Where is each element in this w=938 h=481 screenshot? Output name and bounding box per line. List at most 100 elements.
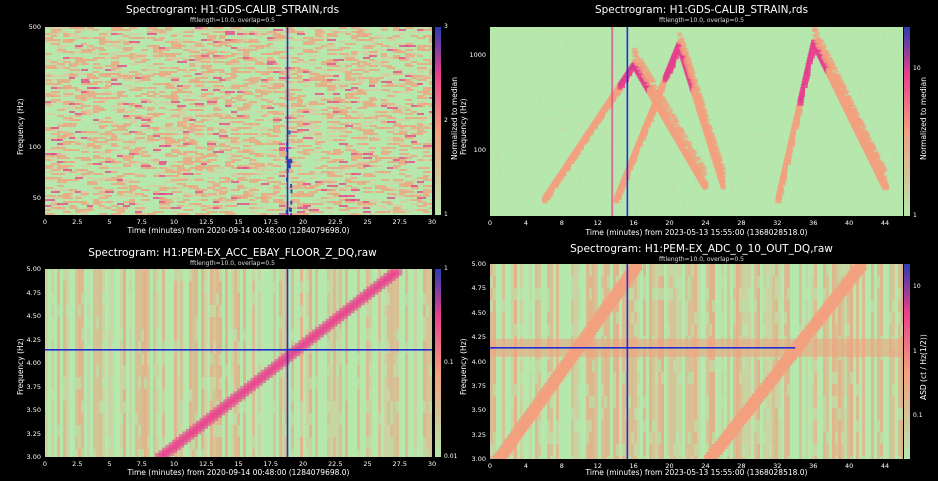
x-tick-label: 0 [487,462,493,470]
colorbar-tick-label: 10 [913,64,921,72]
colorbar-tick-label: 1 [444,211,448,218]
x-tick-label: 44 [880,219,890,227]
y-tick-label: 4.50 [471,308,486,317]
colorbar-gradient [904,264,910,459]
x-tick-label: 2.5 [72,460,83,468]
y-tick-label: 100 [473,145,486,154]
colorbar-label: Normalized to median [450,77,459,160]
spectrogram-plot[interactable] [490,27,903,216]
y-tick-label: 3.50 [471,406,486,415]
x-tick-label: 10 [169,460,179,468]
colorbar-tick-label: 1 [444,265,448,272]
x-tick-label: 17.5 [263,218,278,226]
colorbar-tick-label: 1 [913,212,917,219]
x-tick-label: 0 [42,218,48,226]
x-tick-label: 8 [559,219,564,227]
y-tick-label: 3.00 [471,455,486,463]
colorbar-tick-label: 10 [913,283,921,291]
colorbar [904,27,910,216]
x-tick-label: 20 [665,219,674,227]
x-tick-label: 7.5 [136,218,147,226]
x-tick-label: 12.5 [199,460,214,468]
x-tick-label: 22.5 [328,460,343,468]
x-tick-label: 36 [809,462,818,470]
x-tick-label: 4 [523,462,528,470]
spectrogram-texture [45,27,432,215]
x-tick-label: 27.5 [392,218,407,226]
spectrogram-plot[interactable] [45,269,432,457]
x-tick-label: 15 [234,218,243,226]
colorbar-tick-label: 0.1 [444,359,454,366]
chart-subtitle: fftlength=10.0, overlap=0.5 [659,17,744,24]
x-tick-label: 20 [665,462,674,470]
colorbar-label: Normalized to median [919,77,928,160]
x-tick-label: 12 [593,219,602,227]
x-tick-label: 8 [559,462,564,470]
y-tick-label: 3.75 [471,381,486,390]
x-tick-label: 25 [363,218,372,226]
x-tick-label: 28 [737,219,746,227]
y-tick-label: 500 [28,23,41,31]
colorbar-gradient [904,27,910,216]
x-tick-label: 27.5 [392,460,407,468]
x-tick-label: 10 [169,218,179,226]
x-tick-label: 30 [427,218,437,226]
spectrogram-panel-top-left: Spectrogram: H1:GDS-CALIB_STRAIN,rds fft… [0,0,465,240]
spectrogram-texture [45,269,432,457]
x-tick-label: 0 [42,460,48,468]
x-tick-label: 16 [629,462,638,470]
colorbar-tick-label: 3 [444,23,448,30]
y-tick-label: 4.00 [26,359,41,367]
x-axis-label: Time (minutes) from 2023-05-13 15:55:00 … [585,468,808,477]
chart-title: Spectrogram: H1:PEM-EX_ADC_0_10_OUT_DQ,r… [570,243,833,255]
chart-title: Spectrogram: H1:GDS-CALIB_STRAIN,rds [594,4,809,16]
colorbar [435,269,441,457]
y-tick-label: 3.25 [26,429,41,438]
y-tick-label: 50 [32,194,41,203]
x-tick-label: 32 [773,219,782,227]
x-tick-label: 4 [523,219,528,227]
colorbar-tick-label: 2 [444,117,448,124]
x-tick-label: 17.5 [263,460,278,468]
x-tick-label: 40 [844,462,854,470]
chart-subtitle: fftlength=10.0, overlap=0.5 [190,260,275,267]
spectrogram-texture [490,27,903,216]
spectrogram-svg [45,27,432,215]
chart-subtitle: fftlength=10.0, overlap=0.5 [190,17,275,24]
x-tick-label: 5 [107,460,112,468]
chart-subtitle: fftlength=10.0, overlap=0.5 [659,256,744,263]
chart-title: Spectrogram: H1:GDS-CALIB_STRAIN,rds [125,4,340,16]
x-tick-label: 15 [234,460,243,468]
y-tick-label: 3.50 [26,406,41,414]
y-tick-label: 5.00 [26,265,41,273]
colorbar-gradient [435,269,441,457]
colorbar-tick-label: 0.1 [913,412,923,420]
colorbar-tick-label: 1 [913,347,917,355]
x-tick-label: 25 [363,460,372,468]
y-tick-label: 3.25 [471,430,486,439]
x-tick-label: 7.5 [136,460,147,468]
y-tick-label: 1000 [469,51,486,60]
colorbar-tick-label: 0.01 [444,453,458,460]
y-tick-label: 4.00 [471,357,486,366]
x-tick-label: 20 [298,218,308,226]
x-tick-label: 44 [880,462,890,470]
y-tick-label: 4.50 [26,312,41,320]
x-tick-label: 30 [427,460,437,468]
x-tick-label: 24 [701,219,710,227]
x-axis-label: Time (minutes) from 2020-09-14 00:48:00 … [127,468,350,477]
spectrogram-plot[interactable] [45,27,432,215]
x-axis-label: Time (minutes) from 2023-05-13 15:55:00 … [585,228,808,237]
chart-title: Spectrogram: H1:PEM-EX_ACC_EBAY_FLOOR_Z_… [88,247,377,259]
spectrogram-texture [490,264,903,459]
x-tick-label: 28 [737,462,746,470]
colorbar-label: ASD (ct / Hz(1/2)) [919,334,928,400]
y-tick-label: 3.00 [26,453,41,461]
y-tick-label: 4.75 [471,284,486,293]
x-tick-label: 24 [701,462,710,470]
spectrogram-plot[interactable] [490,264,903,459]
y-tick-label: 4.25 [471,333,486,342]
y-tick-label: 5.00 [471,260,486,268]
y-tick-label: 3.75 [26,382,41,391]
x-tick-label: 40 [844,219,854,227]
